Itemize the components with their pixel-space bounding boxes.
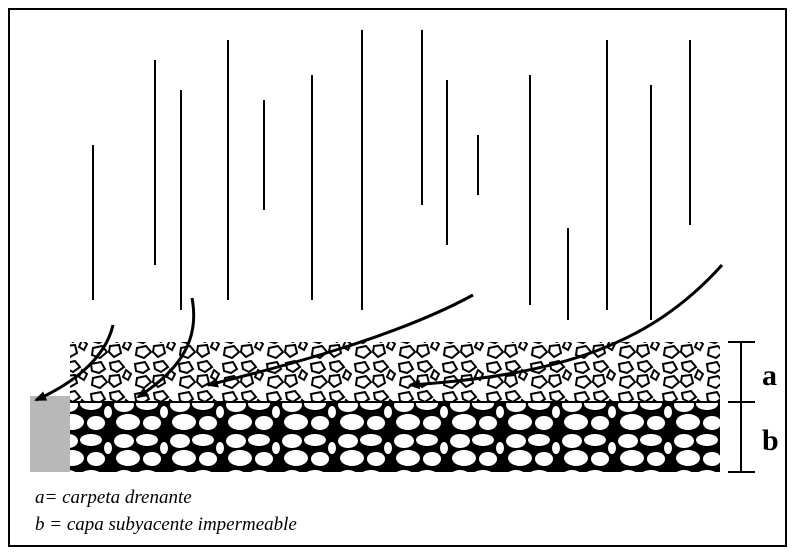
layer-label: a bbox=[762, 359, 777, 392]
legend-item: b = capa subyacente impermeable bbox=[35, 514, 297, 535]
layer-label: b bbox=[762, 424, 779, 457]
bracket bbox=[728, 341, 755, 473]
flow-arrows bbox=[34, 263, 724, 402]
rain bbox=[92, 30, 691, 320]
layer-a bbox=[70, 342, 720, 402]
layer-b bbox=[70, 402, 720, 472]
drain bbox=[30, 396, 70, 472]
legend-item: a= carpeta drenante bbox=[35, 487, 192, 508]
